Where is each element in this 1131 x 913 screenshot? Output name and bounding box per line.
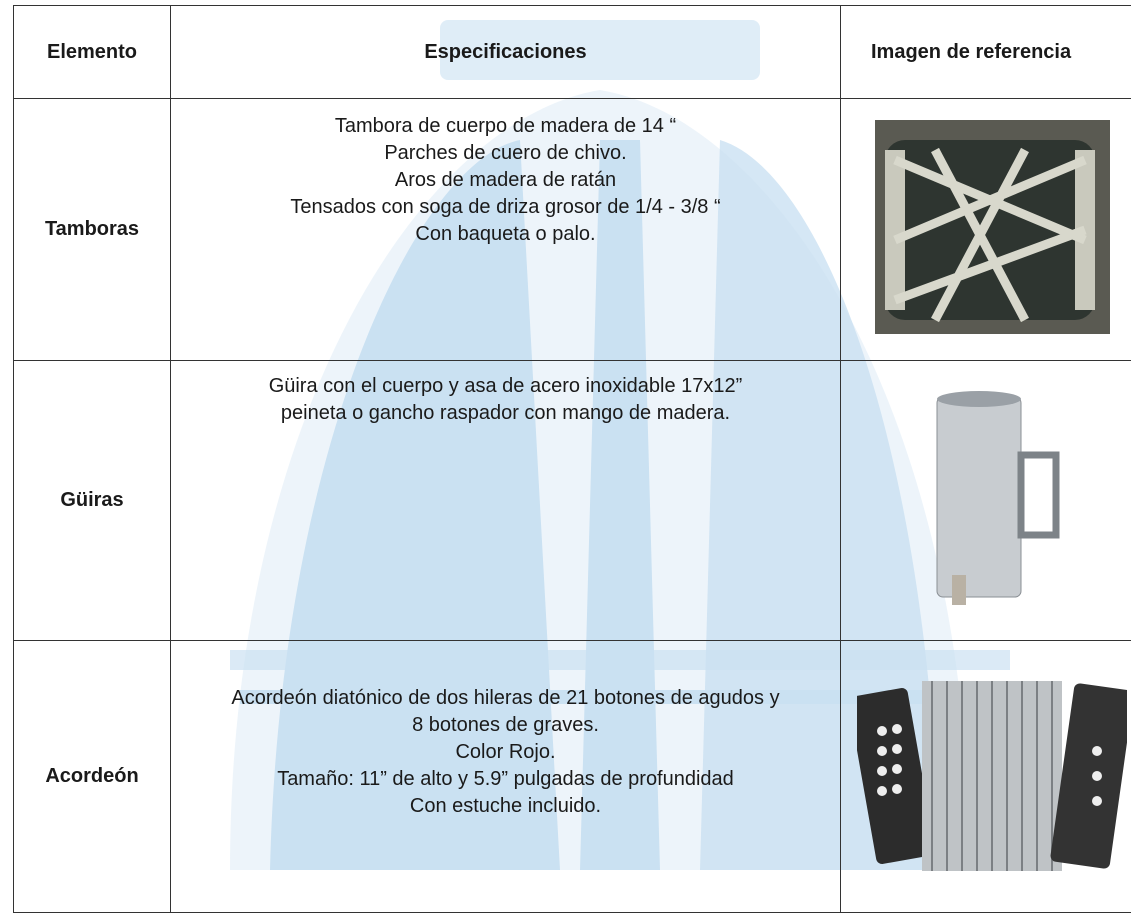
spec-cell: Acordeón diatónico de dos hileras de 21 … xyxy=(171,641,841,913)
spec-line: peineta o gancho raspador con mango de m… xyxy=(171,400,840,427)
guira-image xyxy=(922,385,1062,610)
row: Tamboras Tambora de cuerpo de madera de … xyxy=(14,99,1131,361)
spec-cell: Güira con el cuerpo y asa de acero inoxi… xyxy=(171,361,841,641)
header-cell: Elemento xyxy=(14,6,171,99)
image-cell xyxy=(841,361,1131,641)
header-cell: Imagen de referencia xyxy=(841,6,1131,99)
spec-line: 8 botones de graves. xyxy=(171,712,840,739)
row: Güiras Güira con el cuerpo y asa de acer… xyxy=(14,361,1131,641)
spec-line: Parches de cuero de chivo. xyxy=(171,140,840,167)
spec-cell: Tambora de cuerpo de madera de 14 “Parch… xyxy=(171,99,841,361)
element-cell: Güiras xyxy=(14,361,171,641)
accordion-image xyxy=(857,651,1127,896)
spec-line: Tambora de cuerpo de madera de 14 “ xyxy=(171,113,840,140)
spec-line: Acordeón diatónico de dos hileras de 21 … xyxy=(171,685,840,712)
spec-table: Elemento Especificaciones Imagen de refe… xyxy=(13,5,1131,913)
spec-line: Tensados con soga de driza grosor de 1/4… xyxy=(171,194,840,221)
header-row: Elemento Especificaciones Imagen de refe… xyxy=(14,6,1131,99)
row: Acordeón Acordeón diatónico de dos hiler… xyxy=(14,641,1131,913)
element-cell: Tamboras xyxy=(14,99,171,361)
header-cell: Especificaciones xyxy=(171,6,841,99)
spec-line: Con estuche incluido. xyxy=(171,793,840,820)
spec-line: Color Rojo. xyxy=(171,739,840,766)
spec-line: Tamaño: 11” de alto y 5.9” pulgadas de p… xyxy=(171,766,840,793)
drum-image xyxy=(875,120,1110,334)
spec-line: Güira con el cuerpo y asa de acero inoxi… xyxy=(171,373,840,400)
image-cell xyxy=(841,641,1131,913)
spec-line: Con baqueta o palo. xyxy=(171,221,840,248)
element-cell: Acordeón xyxy=(14,641,171,913)
image-cell xyxy=(841,99,1131,361)
spec-line: Aros de madera de ratán xyxy=(171,167,840,194)
